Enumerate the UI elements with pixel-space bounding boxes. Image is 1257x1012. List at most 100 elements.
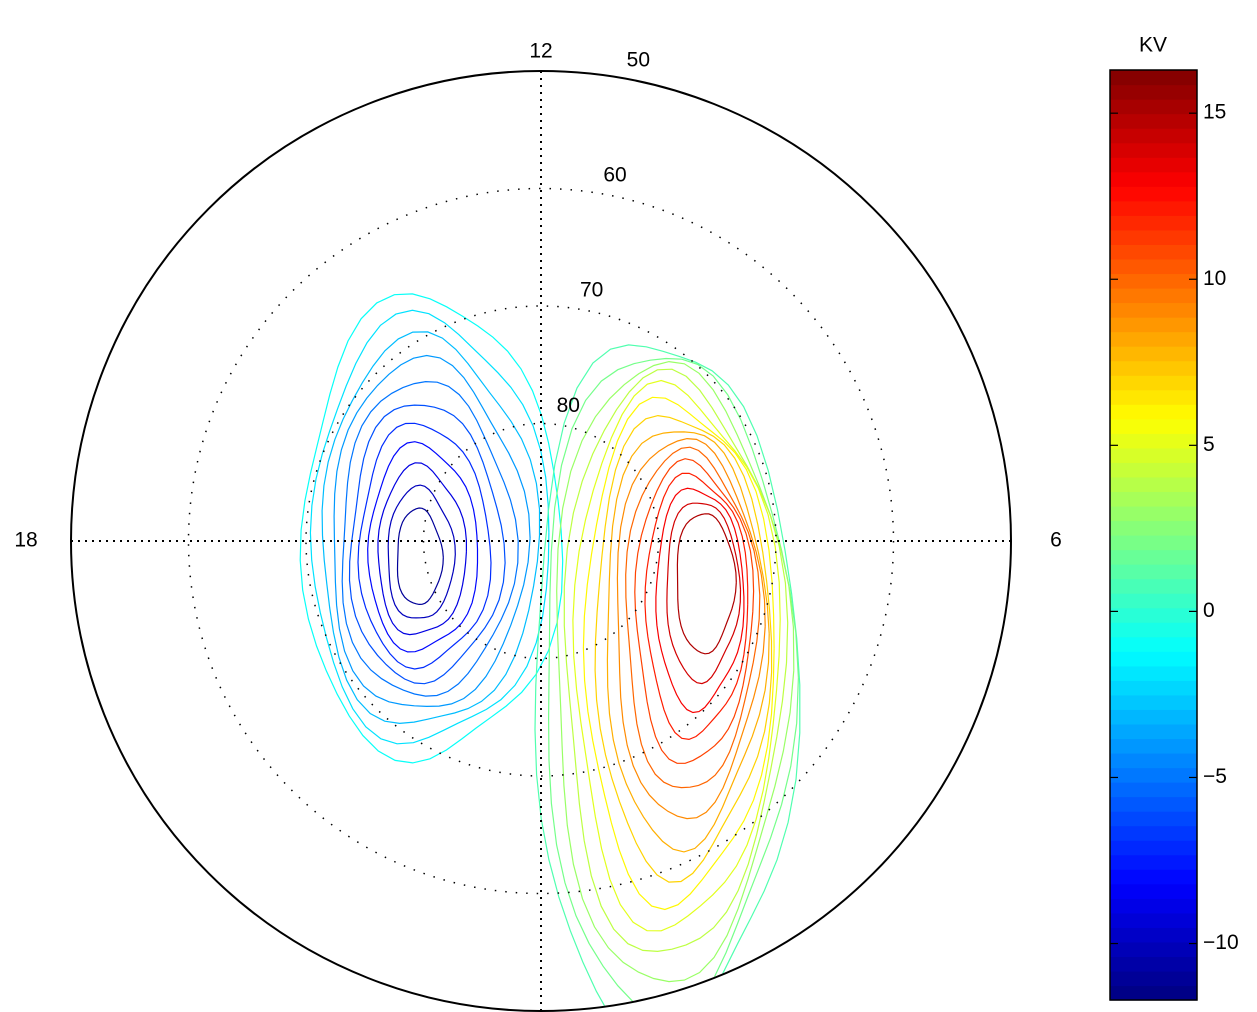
contour-line <box>572 379 781 932</box>
colorbar-label: KV <box>1139 34 1167 57</box>
lat-ring <box>422 422 660 660</box>
colorbar-band <box>1110 665 1197 681</box>
contour-line <box>367 441 479 653</box>
colorbar-band <box>1110 927 1197 943</box>
colorbar-band <box>1110 709 1197 725</box>
colorbar-band <box>1110 752 1197 769</box>
colorbar-band <box>1110 302 1197 318</box>
colorbar-band <box>1110 854 1197 870</box>
colorbar-band <box>1110 912 1197 928</box>
colorbar-band <box>1110 447 1197 463</box>
colorbar-band <box>1110 970 1197 987</box>
colorbar-band <box>1110 723 1197 740</box>
colorbar-band <box>1110 244 1197 260</box>
colorbar-band <box>1110 694 1197 710</box>
colorbar-band <box>1110 782 1197 798</box>
colorbar-band <box>1110 869 1197 885</box>
contour-line <box>547 357 799 1010</box>
colorbar-band <box>1110 564 1197 580</box>
colorbar-band <box>1110 883 1197 899</box>
colorbar-band <box>1110 535 1197 551</box>
colorbar-band <box>1110 956 1197 972</box>
contour-line <box>348 404 506 685</box>
contour-line <box>563 368 789 953</box>
colorbar-band <box>1110 215 1197 231</box>
colorbar-band <box>1110 200 1197 216</box>
colorbar-band <box>1110 418 1197 434</box>
colorbar-band <box>1110 462 1197 478</box>
colorbar-band <box>1110 113 1197 129</box>
colorbar-band <box>1110 767 1197 783</box>
colorbar-band <box>1110 186 1197 202</box>
colorbar-band <box>1110 680 1197 696</box>
colorbar-frame <box>1109 69 1198 1001</box>
contour-line <box>594 414 773 883</box>
colorbar-band <box>1110 578 1197 594</box>
colorbar-band <box>1110 636 1197 652</box>
colorbar-tick-label: −5 <box>1203 765 1227 788</box>
colorbar-band <box>1110 476 1197 493</box>
colorbar-band <box>1110 593 1197 609</box>
lat-label: 70 <box>580 279 603 302</box>
colorbar-tick-label: −10 <box>1203 931 1239 954</box>
colorbar-band <box>1110 157 1197 173</box>
colorbar-band <box>1110 346 1197 362</box>
colorbar-tick-label: 10 <box>1203 267 1226 290</box>
colorbar-band <box>1110 520 1197 536</box>
mlt-label: 6 <box>1050 529 1062 552</box>
contour-line <box>655 487 745 714</box>
colorbar-band <box>1110 287 1197 304</box>
lat-label: 80 <box>557 394 580 417</box>
colorbar-band <box>1110 607 1197 623</box>
contour-line <box>644 472 749 741</box>
contour-line <box>357 422 492 670</box>
colorbar-band <box>1110 360 1197 376</box>
contour-line <box>396 507 444 606</box>
contour-line <box>377 462 467 636</box>
contours <box>299 293 801 1010</box>
colorbar-band <box>1110 317 1197 333</box>
colorbar-tick-label: 15 <box>1203 101 1226 124</box>
colorbar-band <box>1110 941 1197 958</box>
colorbar-band <box>1110 840 1197 856</box>
colorbar-band <box>1110 389 1197 405</box>
colorbar-band <box>1110 796 1197 812</box>
colorbar-band <box>1110 171 1197 187</box>
colorbar-band <box>1110 99 1197 115</box>
colorbar-band <box>1110 84 1197 100</box>
contour-line <box>299 293 564 764</box>
colorbar-band <box>1110 375 1197 391</box>
colorbar-band <box>1110 70 1197 86</box>
contour-line <box>582 396 775 911</box>
colorbar-band <box>1110 622 1197 638</box>
contour-line <box>616 437 766 820</box>
lat-ring <box>187 187 895 895</box>
contour-line <box>333 354 531 708</box>
lat-ring <box>305 305 777 777</box>
colorbar-band <box>1110 811 1197 827</box>
contour-line <box>676 513 737 655</box>
colorbar-band <box>1110 738 1197 754</box>
contour-line <box>321 331 541 725</box>
colorbar-band <box>1110 505 1197 522</box>
colorbar-band <box>1110 898 1197 914</box>
colorbar-band <box>1110 258 1197 275</box>
colorbar-tick-label: 0 <box>1203 599 1215 622</box>
colorbar-band <box>1110 491 1197 507</box>
contour-line <box>309 309 550 745</box>
colorbar-band <box>1110 985 1197 1001</box>
contour-line <box>556 360 795 983</box>
mlt-label: 18 <box>14 529 37 552</box>
contour-line <box>634 458 755 764</box>
colorbar-band <box>1110 549 1197 565</box>
colorbar-band <box>1110 128 1197 144</box>
contour-line <box>387 484 456 619</box>
colorbar-tick-label: 5 <box>1203 433 1215 456</box>
colorbar-band <box>1110 825 1197 841</box>
lat-label: 50 <box>627 48 650 71</box>
colorbar-band <box>1110 433 1197 449</box>
contour-line <box>534 344 801 1010</box>
contour-line <box>666 502 742 685</box>
colorbar-band <box>1110 651 1197 667</box>
